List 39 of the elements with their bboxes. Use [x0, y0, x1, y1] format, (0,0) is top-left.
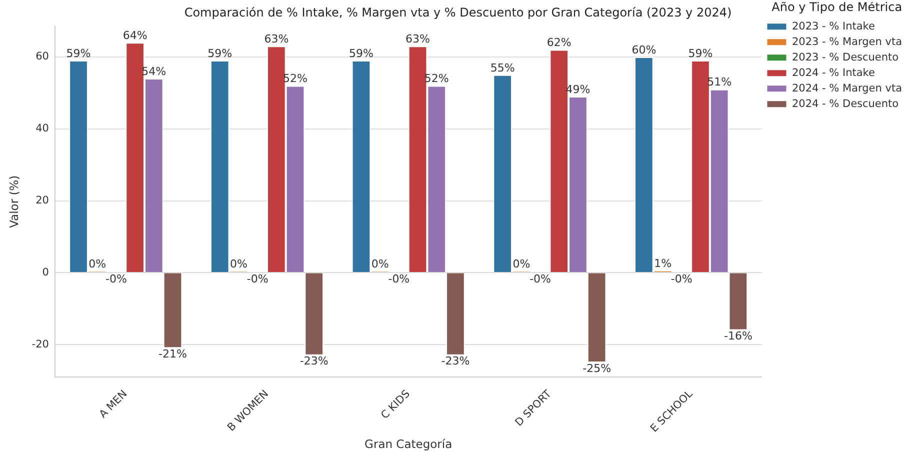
y-axis-title: Valor (%) [6, 175, 21, 228]
data-label: 0% [371, 258, 389, 271]
x-axis-title: Gran Categoría [364, 437, 452, 452]
data-label: 60% [632, 43, 656, 56]
legend-label: 2023 - % Descuento [792, 51, 899, 64]
data-label: -21% [158, 348, 187, 361]
data-label: 64% [122, 28, 148, 42]
data-label: -0% [246, 272, 268, 286]
data-label: 0% [512, 258, 530, 271]
data-label: -0% [388, 272, 410, 286]
data-label: -0% [530, 272, 551, 286]
data-label: 63% [264, 32, 289, 46]
data-label: 55% [490, 61, 515, 74]
legend-label: 2023 - % Intake [792, 20, 875, 32]
y-tick-label: 20 [36, 194, 49, 207]
legend-label: 2024 - % Margen vta [792, 82, 902, 94]
data-label: 59% [208, 46, 232, 60]
y-tick-label: 0 [42, 266, 49, 278]
data-label: 62% [546, 36, 572, 50]
y-tick-label: 60 [36, 50, 49, 63]
legend-label: 2023 - % Margen vta [792, 36, 902, 48]
data-label: -0% [670, 272, 692, 286]
legend-label: 2024 - % Descuento [792, 98, 899, 110]
data-label: 59% [66, 46, 91, 60]
y-tick-label: 40 [36, 122, 49, 135]
data-label: 1% [654, 256, 672, 270]
legend-label: 2024 - % Intake [792, 66, 875, 79]
data-label: 0% [88, 258, 106, 271]
y-tick-label: -20 [32, 338, 49, 350]
data-label: 59% [349, 46, 374, 60]
chart-title: Comparación de % Intake, % Margen vta y % Descuento por Gran Categoría (2023 y 2024) [184, 5, 732, 20]
data-label: -23% [441, 354, 470, 368]
data-label: -23% [300, 354, 328, 368]
data-label: -25% [582, 362, 612, 375]
data-label: 0% [230, 258, 248, 271]
data-label: -0% [105, 272, 127, 286]
data-label: 59% [688, 46, 713, 60]
data-label: 63% [406, 32, 430, 46]
data-label: -16% [724, 330, 752, 343]
